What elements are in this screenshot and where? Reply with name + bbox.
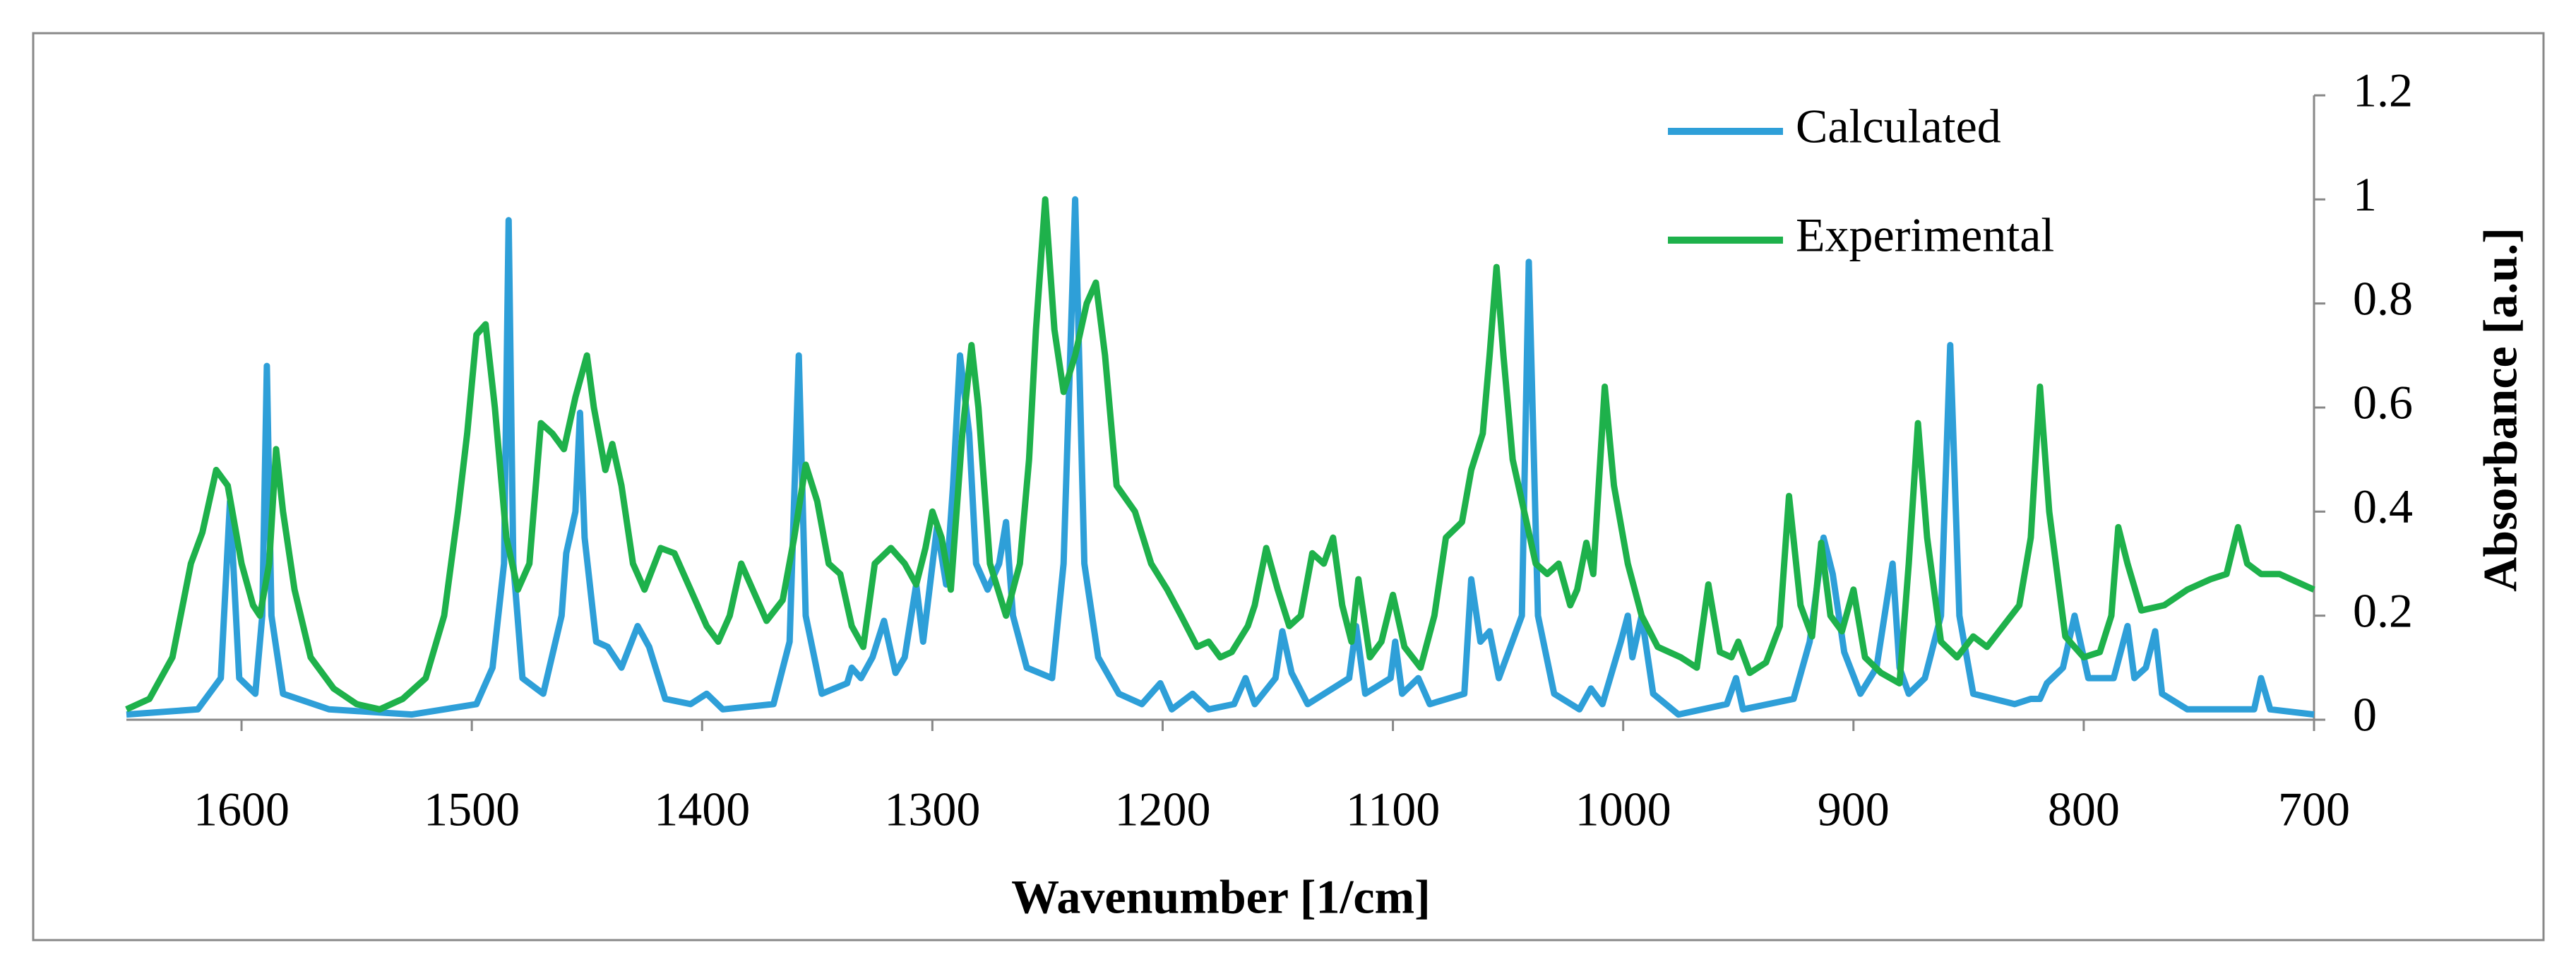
x-tick-label: 1500 xyxy=(424,783,520,836)
series-line xyxy=(126,196,2315,718)
chart-frame xyxy=(32,32,2545,942)
x-tick-label: 900 xyxy=(1818,783,1890,836)
y-tick-label: 0 xyxy=(2353,688,2377,742)
x-tick-label: 1100 xyxy=(1346,783,1440,836)
y-tick-label: 0.6 xyxy=(2353,376,2413,429)
y-tick-label: 0.4 xyxy=(2353,480,2413,533)
x-tick-label: 800 xyxy=(2048,783,2120,836)
legend-label: Calculated xyxy=(1796,100,2001,153)
x-tick-label: 1300 xyxy=(884,783,980,836)
y-tick-label: 0.8 xyxy=(2353,271,2413,325)
legend-label: Experimental xyxy=(1796,208,2054,262)
y-axis-label: Absorbance [a.u.] xyxy=(2474,227,2527,592)
x-tick-label: 1000 xyxy=(1575,783,1671,836)
series-line xyxy=(125,196,2315,713)
x-tick-label: 1600 xyxy=(193,783,290,836)
y-tick-label: 1 xyxy=(2353,167,2377,221)
x-tick-label: 700 xyxy=(2278,783,2350,836)
y-tick-label: 1.2 xyxy=(2353,64,2413,117)
y-tick-label: 0.2 xyxy=(2353,583,2413,637)
x-tick-label: 1200 xyxy=(1114,783,1210,836)
x-axis-label: Wavenumber [1/cm] xyxy=(1011,870,1431,924)
x-tick-label: 1400 xyxy=(654,783,750,836)
